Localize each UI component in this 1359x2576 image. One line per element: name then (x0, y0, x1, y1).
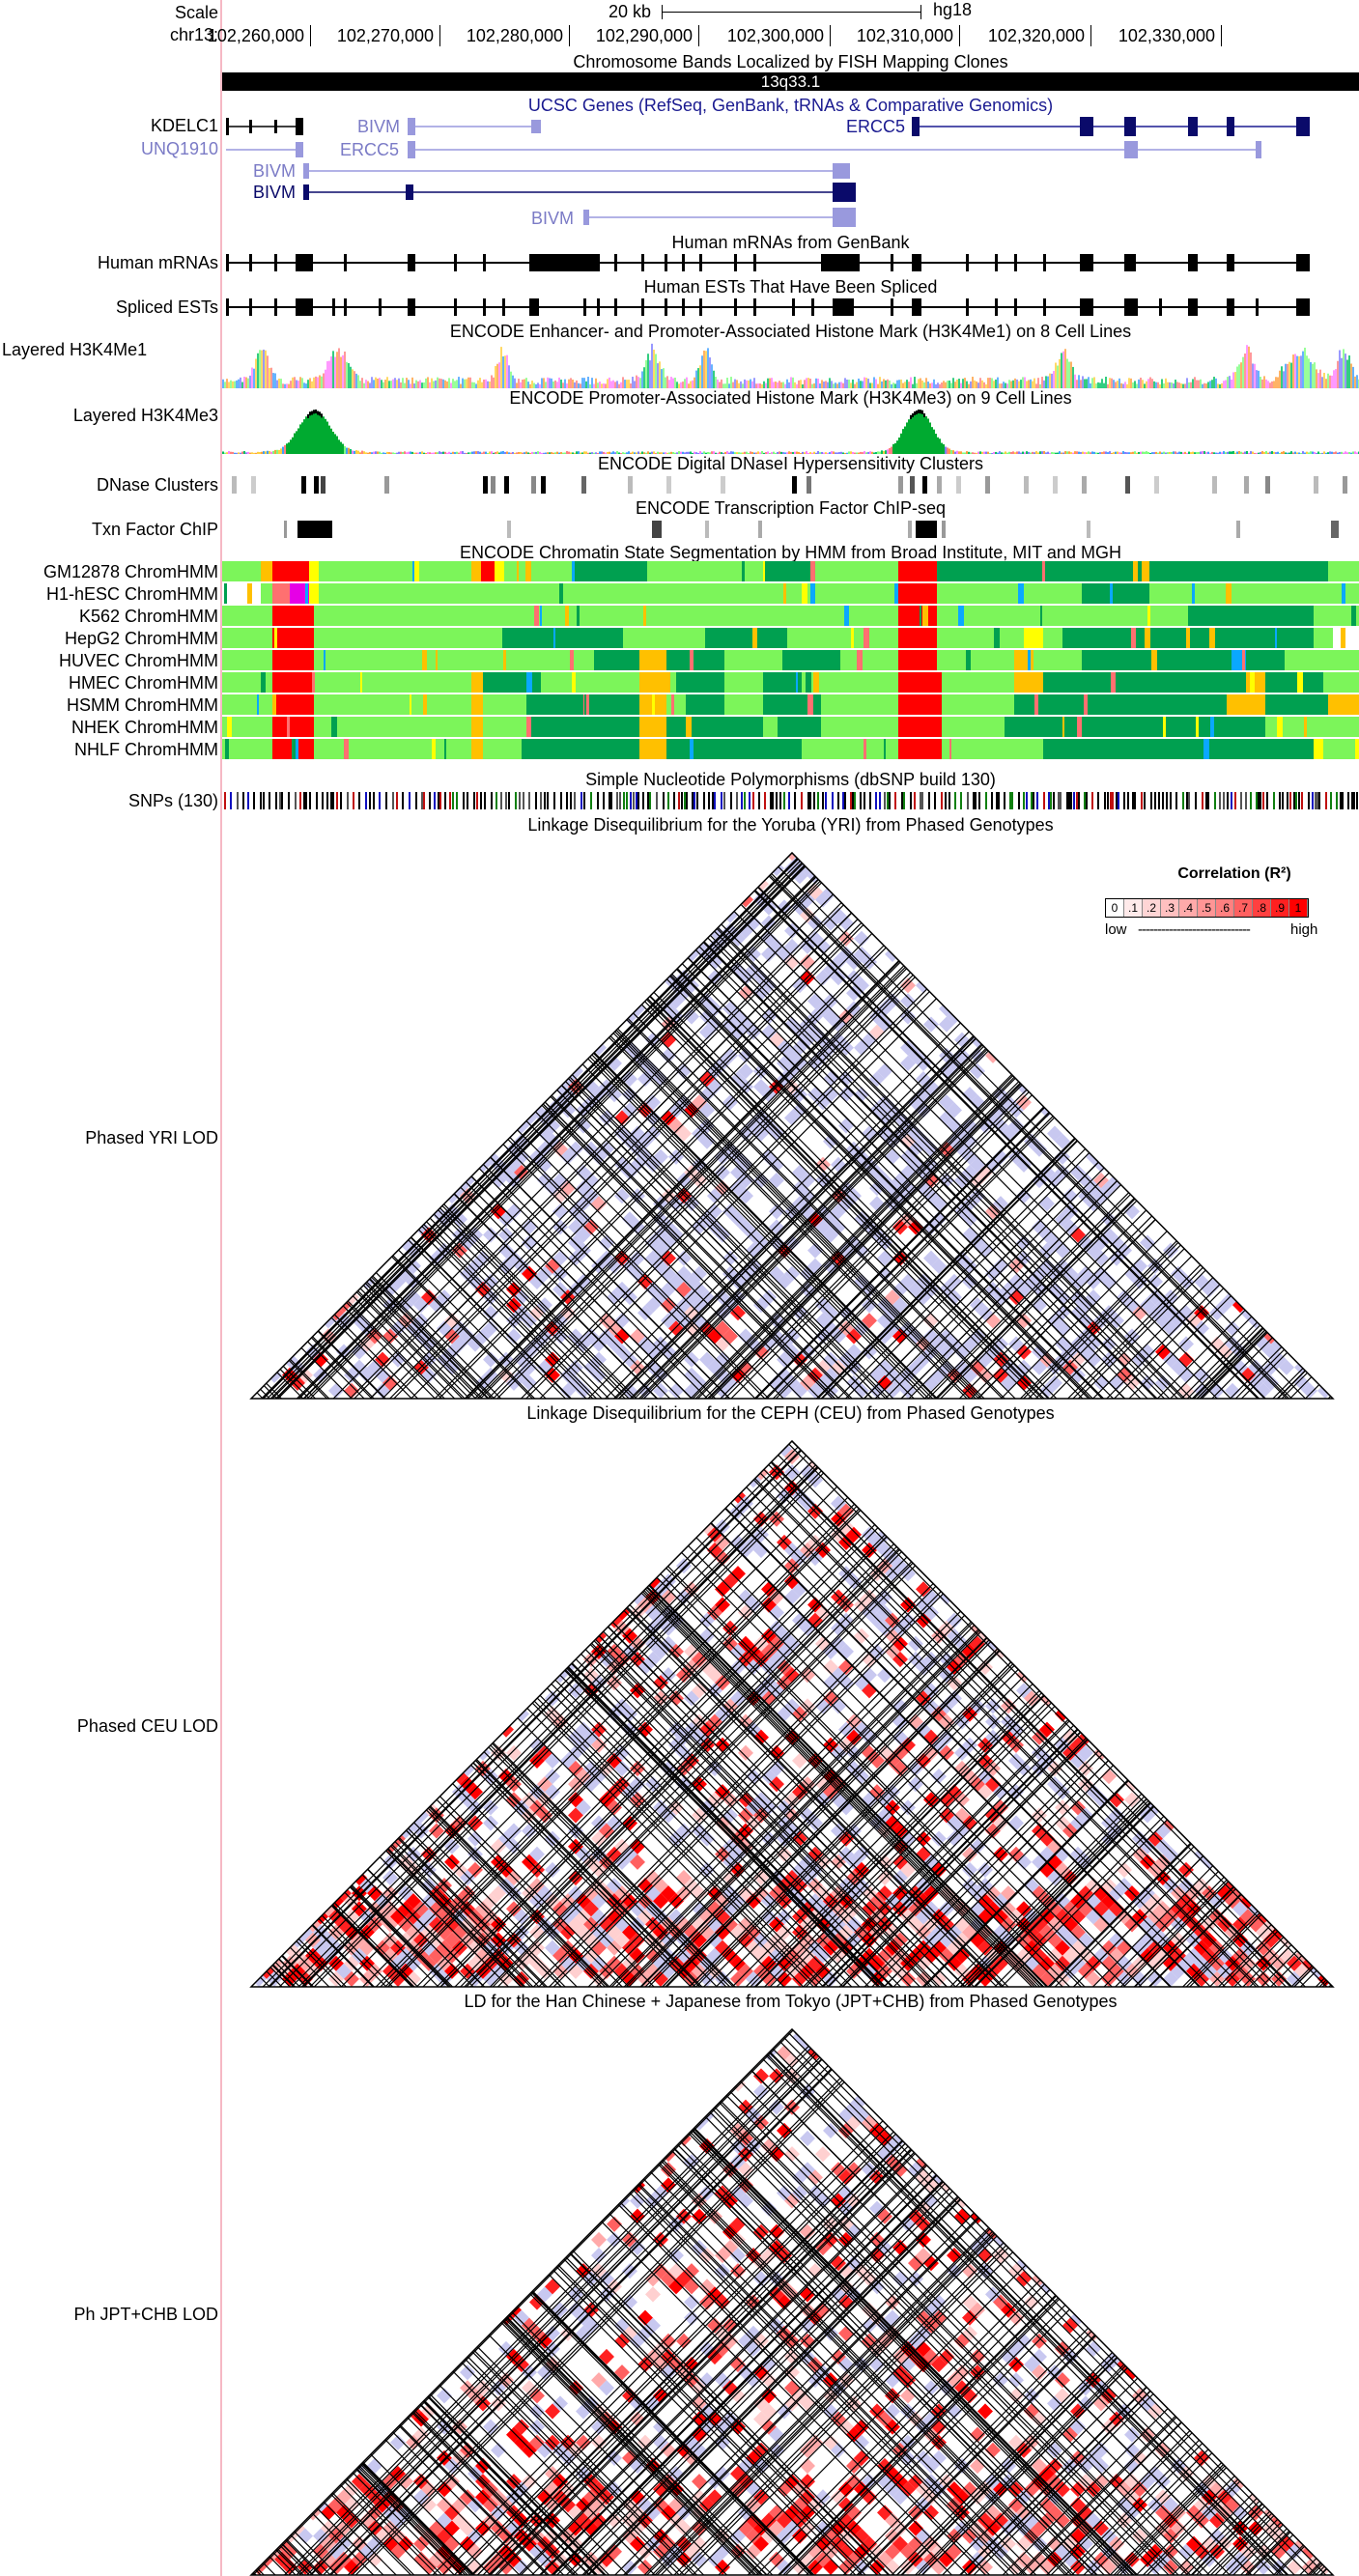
chromhmm-track-title: ENCODE Chromatin State Segmentation by H… (460, 543, 1121, 562)
mrna-track-title: Human mRNAs from GenBank (671, 233, 910, 252)
ucsc-genes-track-title: UCSC Genes (RefSeq, GenBank, tRNAs & Com… (527, 96, 1054, 115)
ld-jpt-track-label[interactable]: Ph JPT+CHB LOD (73, 2305, 218, 2324)
legend-cell: .8 (1253, 899, 1271, 917)
h3k4me1-track-title: ENCODE Enhancer- and Promoter-Associated… (449, 322, 1132, 341)
ruler-tick-label: 102,300,000 (701, 25, 831, 46)
spliced-ests-track[interactable] (222, 296, 1359, 319)
snps-track-title: Simple Nucleotide Polymorphisms (dbSNP b… (585, 770, 996, 789)
snps-track-label[interactable]: SNPs (130) (127, 791, 218, 810)
legend-cell: 1 (1289, 899, 1308, 917)
ruler-tick-label: 102,270,000 (311, 25, 440, 46)
ruler-tick-label: 102,320,000 (962, 25, 1091, 46)
chromosome-band-13q33-1[interactable]: 13q33.1 (222, 72, 1359, 91)
chromhmm-row-label[interactable]: HUVEC ChromHMM (58, 651, 218, 670)
legend-cell: .5 (1198, 899, 1216, 917)
mrna-track[interactable] (222, 251, 1359, 274)
bands-track-title: Chromosome Bands Localized by FISH Mappi… (573, 52, 1008, 71)
gene-name-bivm-1[interactable]: BIVM (357, 117, 400, 136)
legend-low: low (1105, 921, 1127, 938)
legend-cell: 0 (1106, 899, 1124, 917)
ruler-tick-label: 102,280,000 (440, 25, 570, 46)
label-column-divider (220, 0, 222, 2576)
legend-cell: .1 (1124, 899, 1143, 917)
legend-dashes: ----------------------------- (1138, 921, 1251, 938)
gene-name-ercc5-2[interactable]: ERCC5 (340, 140, 399, 159)
chromhmm-row-label[interactable]: H1-hESC ChromHMM (45, 584, 218, 604)
legend-cell: .7 (1234, 899, 1253, 917)
legend-cell: .6 (1216, 899, 1234, 917)
txn-factor-chip-track[interactable] (222, 518, 1359, 541)
ruler-tick-label: 102,330,000 (1092, 25, 1222, 46)
gene-name-bivm-3[interactable]: BIVM (253, 183, 296, 202)
chromhmm-row-label[interactable]: GM12878 ChromHMM (42, 562, 218, 581)
ruler-tick-label: 102,260,000 (182, 25, 311, 46)
chromhmm-row-label[interactable]: HMEC ChromHMM (69, 673, 218, 693)
chromhmm-track[interactable] (222, 561, 1359, 766)
ld-ceu-track-title: Linkage Disequilibrium for the CEPH (CEU… (526, 1403, 1055, 1423)
assembly-label: hg18 (933, 0, 973, 19)
gene-label-unq1910[interactable]: UNQ1910 (140, 139, 218, 158)
dnase-clusters-track[interactable] (222, 473, 1359, 496)
ucsc-genes-track[interactable]: BIVM ERCC5 ERCC5 BIVM BIVM BIVM (0, 111, 1359, 232)
chrom-label: chr13: (169, 25, 218, 44)
legend-scale: 0.1.2.3.4.5.6.7.8.9 1 (1105, 898, 1309, 918)
gene-name-bivm-2[interactable]: BIVM (253, 161, 296, 181)
gene-name-bivm-4[interactable]: BIVM (531, 209, 574, 228)
scale-bar-tick-left (662, 5, 663, 19)
txn-track-title: ENCODE Transcription Factor ChIP-seq (635, 498, 947, 518)
ruler-tick-label: 102,310,000 (831, 25, 960, 46)
ld-ceu-track-label[interactable]: Phased CEU LOD (76, 1716, 218, 1736)
gene-label-kdelc1[interactable]: KDELC1 (150, 116, 218, 135)
scale-bar-tick-right (920, 5, 921, 19)
legend-title: Correlation (R²) (1177, 865, 1291, 882)
legend-high: high (1290, 921, 1318, 938)
chromhmm-row-label[interactable]: HSMM ChromHMM (67, 695, 218, 715)
chromhmm-row-label[interactable]: NHLF ChromHMM (73, 740, 218, 759)
legend-cell: .3 (1161, 899, 1179, 917)
chromhmm-row-label[interactable]: K562 ChromHMM (78, 607, 218, 626)
ld-jpt-chb-triangle[interactable] (222, 2013, 1359, 2576)
legend-cell: .4 (1179, 899, 1198, 917)
dnase-track-title: ENCODE Digital DNaseI Hypersensitivity C… (597, 454, 984, 473)
legend-cell: .2 (1143, 899, 1161, 917)
mrna-track-label[interactable]: Human mRNAs (97, 253, 218, 272)
h3k4me3-track-title: ENCODE Promoter-Associated Histone Mark … (509, 388, 1072, 408)
ests-track-title: Human ESTs That Have Been Spliced (643, 277, 938, 297)
dnase-track-label[interactable]: DNase Clusters (96, 475, 218, 495)
snps-track[interactable] (222, 790, 1359, 811)
chromhmm-row-label[interactable]: HepG2 ChromHMM (64, 629, 218, 648)
h3k4me1-signal-track[interactable] (222, 340, 1359, 388)
correlation-legend: Correlation (R²) 0.1.2.3.4.5.6.7.8.9 1 lo… (1101, 860, 1329, 952)
ld-jpt-track-title: LD for the Han Chinese + Japanese from T… (464, 1992, 1118, 2011)
scale-label: Scale (174, 3, 218, 22)
ld-yri-track-label[interactable]: Phased YRI LOD (85, 1128, 218, 1147)
scale-value: 20 kb (609, 2, 652, 21)
h3k4me3-track-label[interactable]: Layered H3K4Me3 (72, 406, 218, 425)
ruler-tick-label: 102,290,000 (570, 25, 699, 46)
txn-track-label[interactable]: Txn Factor ChIP (91, 520, 218, 539)
ld-yri-track-title: Linkage Disequilibrium for the Yoruba (Y… (527, 815, 1054, 835)
gene-name-ercc5-1[interactable]: ERCC5 (846, 117, 905, 136)
legend-cell: .9 (1271, 899, 1289, 917)
h3k4me1-track-label[interactable]: Layered H3K4Me1 (2, 340, 148, 359)
scale-bar (662, 12, 920, 13)
h3k4me3-signal-track[interactable] (222, 406, 1359, 454)
ests-track-label[interactable]: Spliced ESTs (115, 297, 218, 317)
base-position-ruler[interactable]: 102,260,000 102,270,000 102,280,000 102,290… (208, 25, 1359, 48)
ld-ceu-triangle[interactable] (222, 1425, 1359, 1989)
chromhmm-row-label[interactable]: NHEK ChromHMM (71, 718, 218, 737)
